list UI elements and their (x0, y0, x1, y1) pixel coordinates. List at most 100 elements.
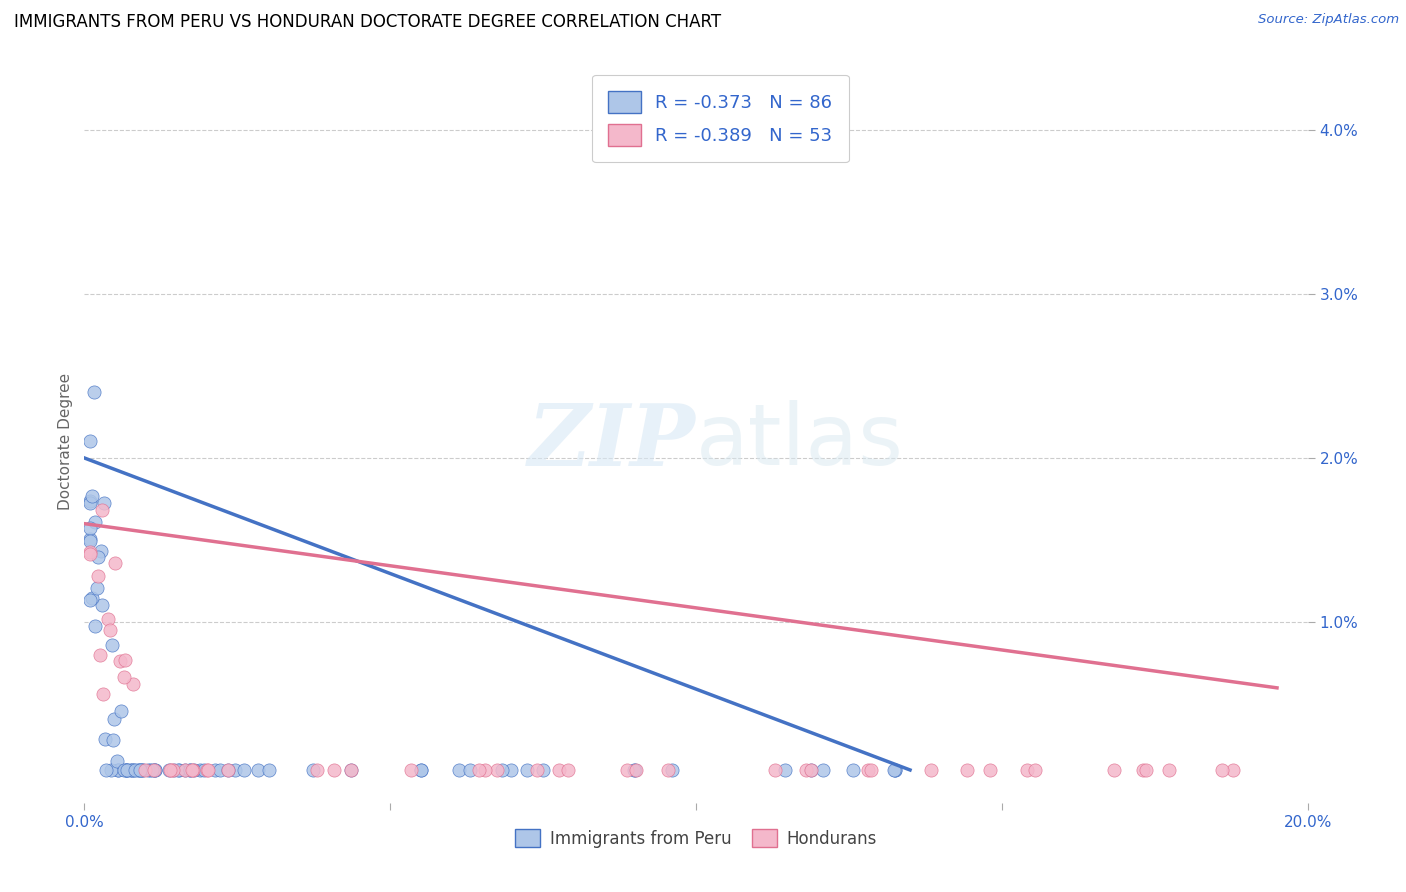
Point (257, 763, 280, 777)
Point (131, 763, 153, 777)
Point (302, 763, 325, 777)
Point (124, 763, 146, 777)
Point (136, 763, 159, 777)
Text: ZIP: ZIP (529, 400, 696, 483)
Point (79, 545, 101, 559)
Point (920, 763, 942, 777)
Point (467, 763, 489, 777)
Point (128, 763, 150, 777)
Point (800, 763, 823, 777)
Point (104, 556, 127, 570)
Point (661, 763, 683, 777)
Point (531, 763, 554, 777)
Point (159, 763, 181, 777)
Point (516, 763, 538, 777)
Point (884, 763, 907, 777)
Point (143, 763, 166, 777)
Point (1132, 763, 1154, 777)
Point (115, 763, 138, 777)
Point (204, 763, 226, 777)
Point (163, 763, 186, 777)
Point (1104, 763, 1126, 777)
Point (79, 521, 101, 535)
Point (763, 763, 786, 777)
Y-axis label: Doctorate Degree: Doctorate Degree (58, 373, 73, 510)
Point (84, 515, 107, 529)
Point (134, 763, 156, 777)
Point (79, 493, 101, 508)
Point (79, 533, 101, 548)
Point (93, 495, 115, 509)
Point (110, 705, 132, 719)
Point (132, 763, 155, 777)
Point (181, 763, 204, 777)
Point (80, 591, 103, 606)
Point (190, 763, 212, 777)
Point (224, 763, 246, 777)
Point (883, 763, 905, 777)
Point (141, 763, 163, 777)
Point (86, 581, 108, 595)
Point (860, 763, 883, 777)
Point (409, 763, 432, 777)
Point (217, 763, 239, 777)
Point (796, 763, 818, 777)
Point (323, 763, 346, 777)
Point (883, 763, 905, 777)
Point (217, 763, 239, 777)
Point (1135, 763, 1157, 777)
Point (107, 763, 129, 777)
Point (115, 763, 138, 777)
Point (139, 763, 162, 777)
Point (98, 623, 121, 637)
Point (491, 763, 513, 777)
Point (1211, 763, 1233, 777)
Point (180, 763, 202, 777)
Point (110, 654, 132, 668)
Point (129, 763, 152, 777)
Point (501, 763, 523, 777)
Point (128, 763, 150, 777)
Point (101, 638, 124, 652)
Point (623, 763, 645, 777)
Point (90, 543, 112, 558)
Point (79, 496, 101, 510)
Point (208, 763, 231, 777)
Point (84, 619, 107, 633)
Point (107, 763, 129, 777)
Point (547, 763, 569, 777)
Point (121, 763, 143, 777)
Text: atlas: atlas (696, 400, 904, 483)
Point (105, 754, 128, 768)
Point (112, 763, 135, 777)
Point (142, 763, 165, 777)
Point (80, 489, 103, 503)
Point (526, 763, 548, 777)
Point (162, 763, 184, 777)
Point (94, 763, 117, 777)
Point (103, 712, 125, 726)
Point (79, 434, 101, 448)
Point (624, 763, 647, 777)
Point (399, 763, 422, 777)
Point (179, 763, 201, 777)
Point (100, 763, 122, 777)
Point (121, 676, 143, 690)
Point (173, 763, 195, 777)
Point (232, 763, 254, 777)
Point (91, 687, 114, 701)
Point (557, 763, 579, 777)
Point (90, 503, 112, 517)
Point (773, 763, 796, 777)
Point (143, 763, 166, 777)
Point (1222, 763, 1244, 777)
Text: Source: ZipAtlas.com: Source: ZipAtlas.com (1258, 13, 1399, 27)
Point (115, 763, 138, 777)
Point (305, 763, 328, 777)
Point (87, 549, 110, 564)
Point (159, 763, 181, 777)
Point (956, 763, 979, 777)
Point (409, 763, 432, 777)
Point (183, 763, 205, 777)
Point (474, 763, 496, 777)
